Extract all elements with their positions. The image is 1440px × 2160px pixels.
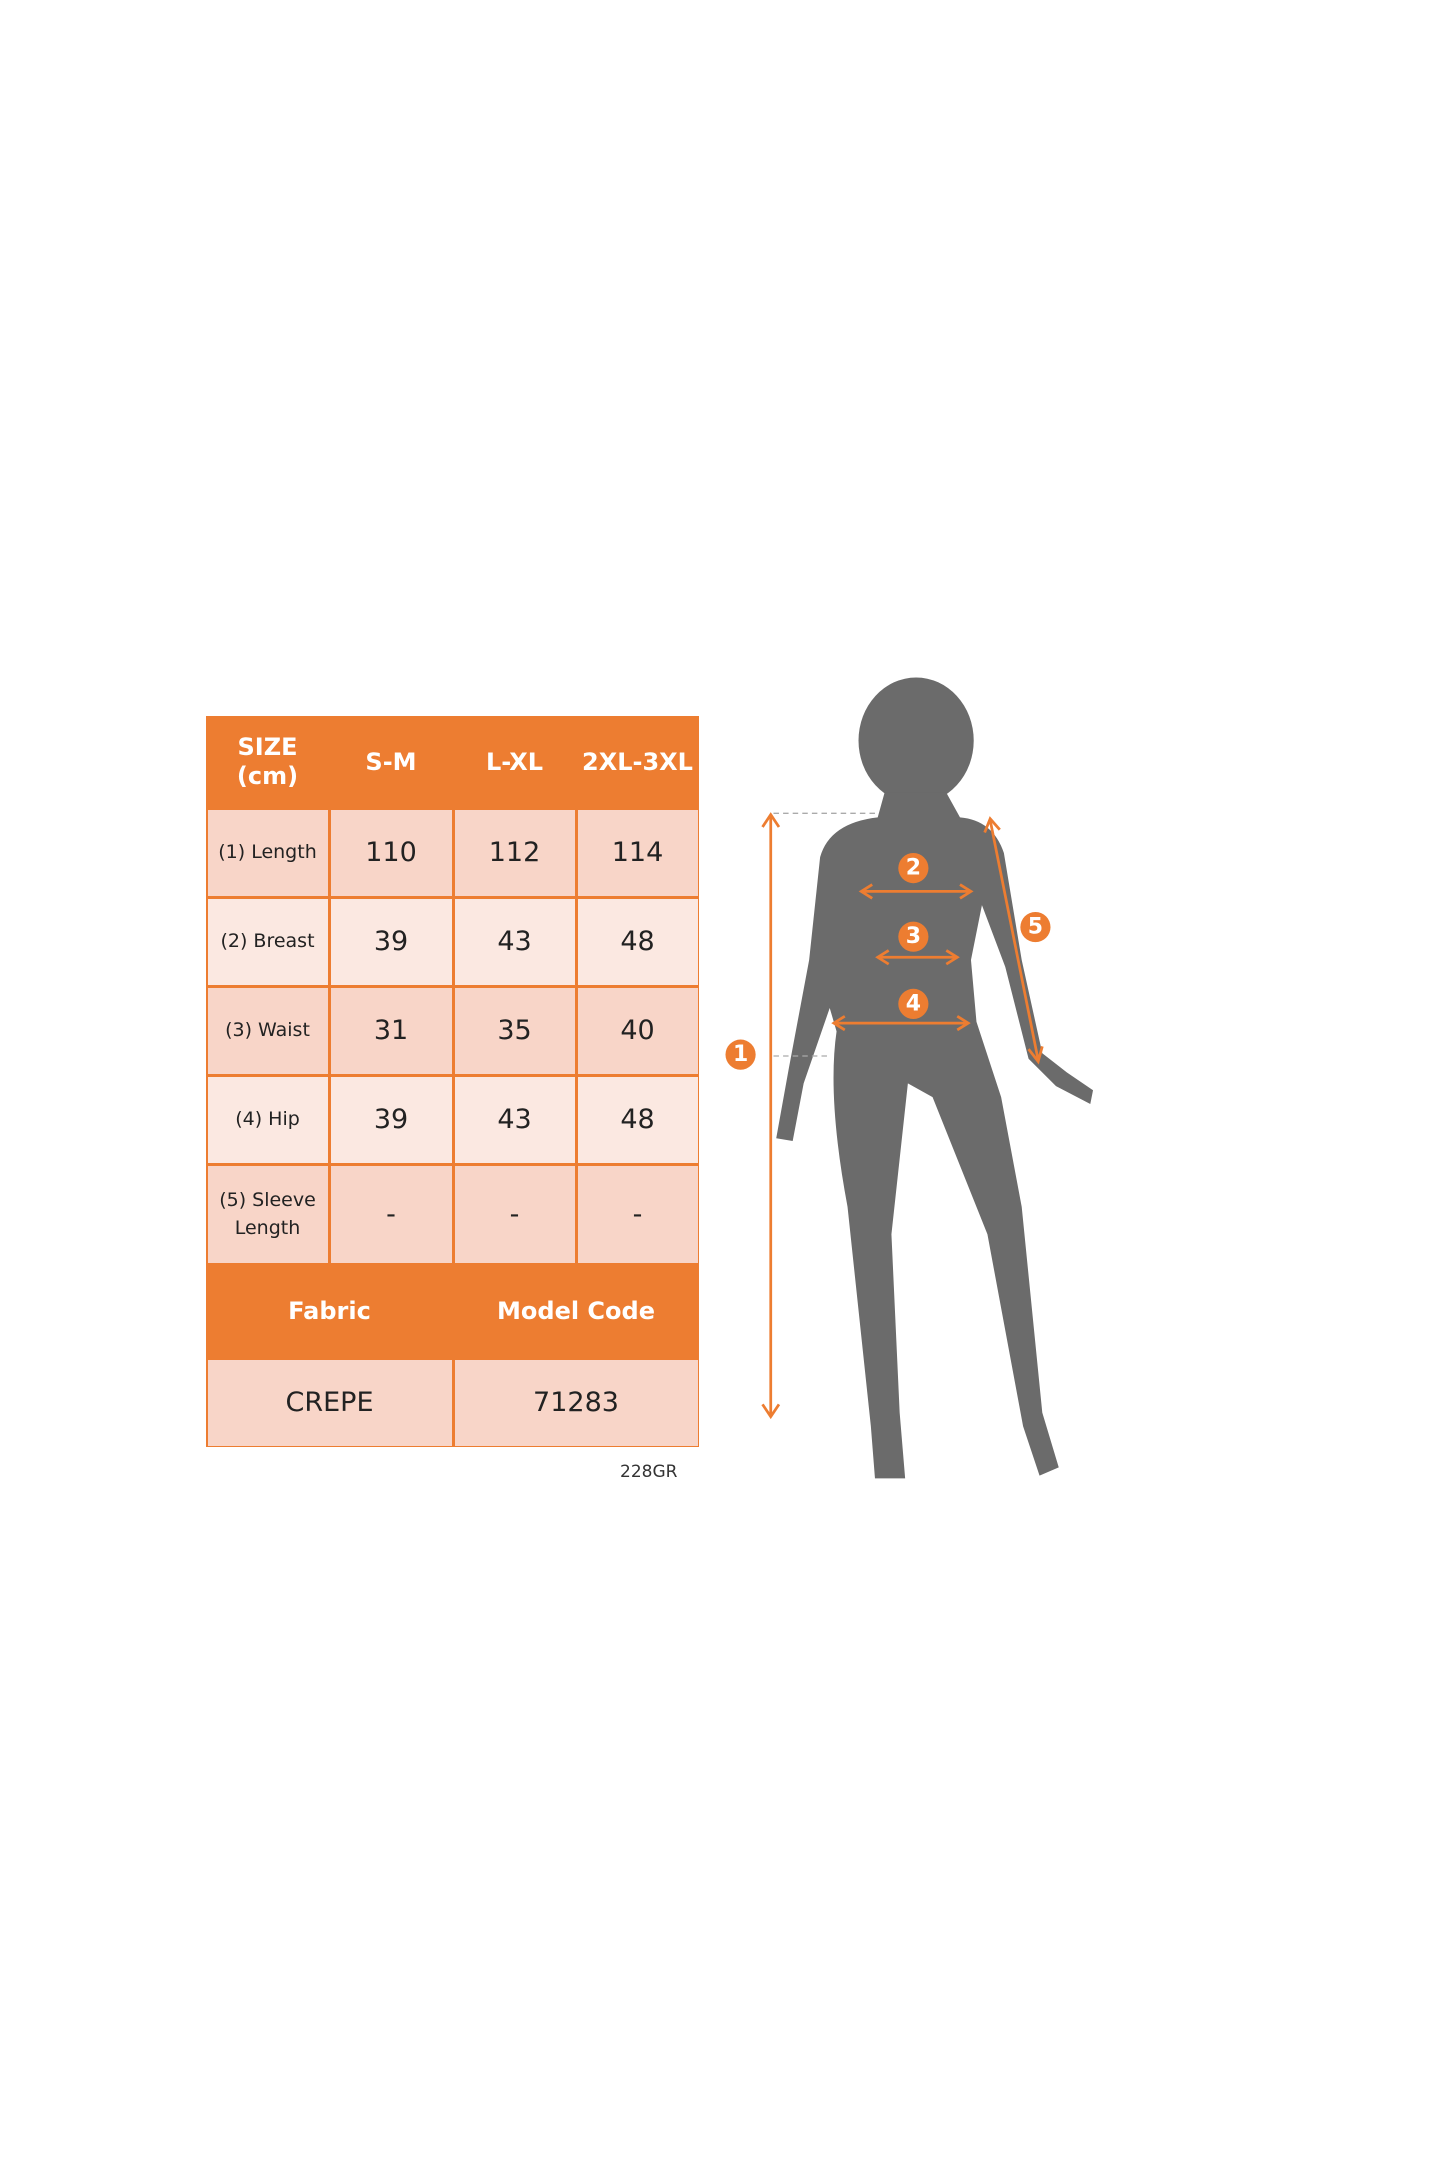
header-cell: S-M xyxy=(365,747,417,776)
table-cell: 40 xyxy=(577,987,698,1074)
row-label: (2) Breast xyxy=(207,898,328,985)
row-label: (5) Sleeve Length xyxy=(207,1165,328,1263)
table-cell: 110 xyxy=(330,809,452,896)
fabric-value: CREPE xyxy=(207,1359,452,1446)
model-code-value: 71283 xyxy=(454,1359,698,1446)
fabric-header: Fabric xyxy=(288,1296,371,1325)
table-cell: 31 xyxy=(330,987,452,1074)
table-cell: 114 xyxy=(577,809,698,896)
table-cell: 35 xyxy=(454,987,575,1074)
table-cell: 39 xyxy=(330,1076,452,1163)
size-chart-table: SIZE (cm) S-M L-XL 2XL-3XL (1) Length 110 112 1… xyxy=(206,716,699,1447)
row-label: (3) Waist xyxy=(207,987,328,1074)
table-cell: 48 xyxy=(577,1076,698,1163)
table-cell: 43 xyxy=(454,1076,575,1163)
table-cell: - xyxy=(330,1165,452,1263)
table-cell: 43 xyxy=(454,898,575,985)
marker-4: 4 xyxy=(906,991,921,1016)
row-label: (4) Hip xyxy=(207,1076,328,1163)
woman-silhouette xyxy=(776,677,1094,1479)
marker-5: 5 xyxy=(1028,915,1043,940)
marker-1: 1 xyxy=(733,1042,748,1067)
table-cell: 39 xyxy=(330,898,452,985)
row-label: (1) Length xyxy=(207,809,328,896)
marker-3: 3 xyxy=(906,924,921,949)
header-cell: 2XL-3XL xyxy=(582,747,693,776)
header-cell: L-XL xyxy=(485,747,544,776)
table-cell: 112 xyxy=(454,809,575,896)
header-cell: SIZE (cm) xyxy=(236,733,299,790)
table-cell: - xyxy=(577,1165,698,1263)
product-code-label: 228GR xyxy=(620,1462,678,1482)
sleeve-arrow xyxy=(988,819,1040,1061)
marker-2: 2 xyxy=(906,856,921,881)
table-cell: - xyxy=(454,1165,575,1263)
table-cell: 48 xyxy=(577,898,698,985)
model-code-header: Model Code xyxy=(497,1296,655,1325)
